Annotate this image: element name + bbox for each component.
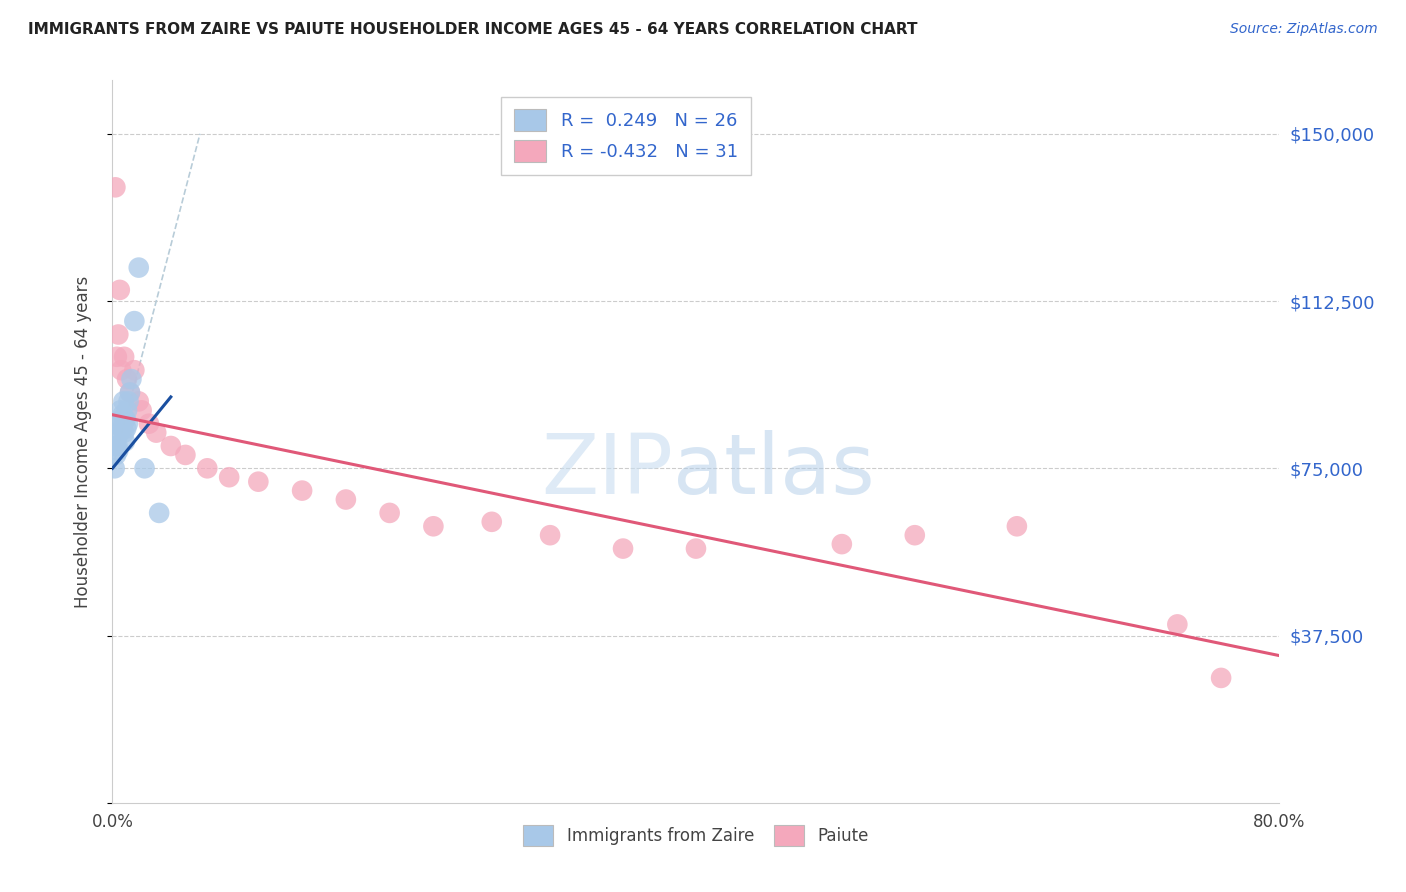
- Point: [831, 537, 853, 551]
- Point: [124, 314, 146, 328]
- Point: [1005, 519, 1028, 533]
- Point: [422, 519, 444, 533]
- Text: Source: ZipAtlas.com: Source: ZipAtlas.com: [1230, 22, 1378, 37]
- Point: [1211, 671, 1233, 685]
- Point: [105, 448, 128, 462]
- Point: [128, 260, 150, 275]
- Point: [105, 350, 128, 364]
- Legend: Immigrants from Zaire, Paiute: Immigrants from Zaire, Paiute: [516, 819, 876, 852]
- Point: [111, 421, 134, 435]
- Point: [612, 541, 634, 556]
- Point: [107, 327, 129, 342]
- Point: [904, 528, 927, 542]
- Point: [114, 412, 136, 426]
- Y-axis label: Householder Income Ages 45 - 64 years: Householder Income Ages 45 - 64 years: [73, 276, 91, 607]
- Point: [110, 403, 132, 417]
- Point: [247, 475, 270, 489]
- Point: [378, 506, 401, 520]
- Point: [112, 394, 135, 409]
- Point: [1166, 617, 1188, 632]
- Point: [120, 372, 142, 386]
- Point: [138, 417, 160, 431]
- Point: [124, 363, 146, 377]
- Text: atlas: atlas: [672, 430, 875, 511]
- Point: [115, 372, 138, 386]
- Text: IMMIGRANTS FROM ZAIRE VS PAIUTE HOUSEHOLDER INCOME AGES 45 - 64 YEARS CORRELATIO: IMMIGRANTS FROM ZAIRE VS PAIUTE HOUSEHOL…: [28, 22, 918, 37]
- Point: [131, 403, 153, 417]
- Point: [107, 443, 129, 458]
- Point: [117, 394, 139, 409]
- Point: [104, 439, 127, 453]
- Point: [117, 417, 139, 431]
- Point: [107, 439, 129, 453]
- Point: [108, 417, 131, 431]
- Point: [174, 448, 197, 462]
- Point: [148, 506, 170, 520]
- Point: [481, 515, 503, 529]
- Point: [105, 430, 128, 444]
- Point: [110, 363, 132, 377]
- Point: [195, 461, 218, 475]
- Point: [112, 350, 135, 364]
- Point: [538, 528, 561, 542]
- Point: [115, 403, 138, 417]
- Point: [335, 492, 357, 507]
- Point: [108, 283, 131, 297]
- Point: [118, 385, 141, 400]
- Point: [128, 394, 150, 409]
- Point: [115, 421, 138, 435]
- Point: [114, 434, 136, 449]
- Point: [108, 425, 131, 440]
- Point: [145, 425, 167, 440]
- Point: [160, 439, 183, 453]
- Point: [685, 541, 707, 556]
- Point: [104, 461, 127, 475]
- Text: ZIP: ZIP: [541, 430, 672, 511]
- Point: [134, 461, 156, 475]
- Point: [104, 180, 127, 194]
- Point: [218, 470, 240, 484]
- Point: [118, 385, 141, 400]
- Point: [110, 412, 132, 426]
- Point: [112, 425, 135, 440]
- Point: [291, 483, 314, 498]
- Point: [111, 408, 134, 422]
